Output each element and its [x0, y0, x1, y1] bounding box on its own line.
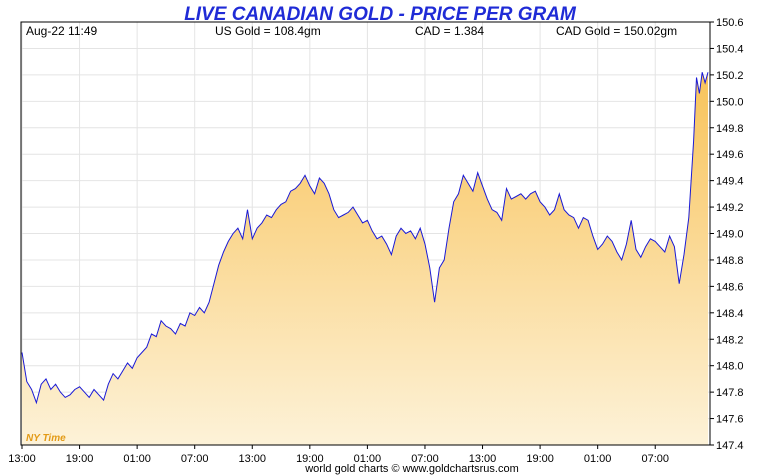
- x-tick-label: 19:00: [526, 453, 554, 465]
- info-cad-gold: CAD Gold = 150.02gm: [556, 24, 677, 38]
- x-tick-label: 07:00: [641, 453, 669, 465]
- y-tick-label: 148.4: [716, 308, 744, 320]
- x-tick-label: 13:00: [239, 453, 267, 465]
- info-us-gold: US Gold = 108.4gm: [215, 24, 321, 38]
- x-tick-label: 19:00: [66, 453, 94, 465]
- y-tick-label: 150.0: [716, 96, 744, 108]
- y-tick-label: 148.0: [716, 361, 744, 373]
- y-axis: 147.4 147.6 147.8 148.0 148.2 148.4 148.6 148.8…: [710, 17, 744, 452]
- x-tick-label: 01:00: [584, 453, 612, 465]
- timezone-label: NY Time: [26, 433, 66, 444]
- x-tick-label: 01:00: [123, 453, 151, 465]
- info-datetime: Aug-22 11:49: [26, 24, 97, 38]
- y-tick-label: 148.6: [716, 281, 744, 293]
- y-tick-label: 148.8: [716, 255, 744, 267]
- info-cad-rate: CAD = 1.384: [415, 24, 484, 38]
- gold-price-chart: LIVE CANADIAN GOLD - PRICE PER GRAM Aug-…: [0, 0, 760, 475]
- y-tick-label: 147.6: [716, 414, 744, 426]
- y-tick-label: 147.4: [716, 440, 744, 452]
- y-tick-label: 149.6: [716, 149, 744, 161]
- y-tick-label: 150.2: [716, 70, 744, 82]
- y-tick-label: 149.0: [716, 229, 744, 241]
- y-tick-label: 150.6: [716, 17, 744, 29]
- footer-credit: world gold charts © www.goldchartsrus.co…: [304, 463, 519, 475]
- y-tick-label: 149.2: [716, 202, 744, 214]
- x-axis: 13:00 19:00 01:00 07:00 13:00 19:00 01:00 07:00…: [8, 445, 669, 465]
- x-tick-label: 13:00: [8, 453, 36, 465]
- y-tick-label: 150.4: [716, 43, 744, 55]
- y-tick-label: 149.8: [716, 123, 744, 135]
- x-tick-label: 07:00: [181, 453, 209, 465]
- y-tick-label: 149.4: [716, 176, 744, 188]
- y-tick-label: 148.2: [716, 334, 744, 346]
- y-tick-label: 147.8: [716, 387, 744, 399]
